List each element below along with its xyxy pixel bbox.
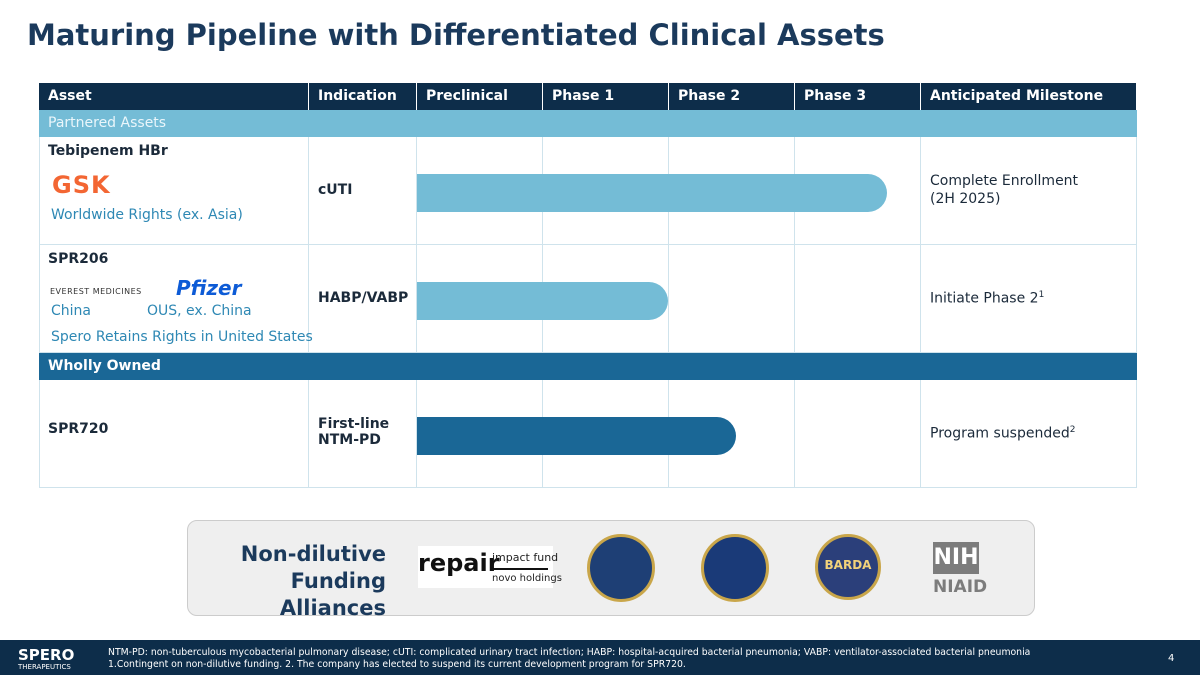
partner-logo: EVEREST MEDICINES bbox=[50, 287, 142, 296]
table-cell bbox=[795, 245, 921, 353]
brand: SPERO bbox=[18, 646, 75, 664]
brand-sub: THERAPEUTICS bbox=[18, 663, 71, 671]
rule bbox=[492, 568, 548, 570]
table-cell bbox=[921, 137, 1137, 245]
indication: HABP/VABP bbox=[318, 290, 409, 306]
asset-name: SPR206 bbox=[48, 251, 109, 267]
section-label: Partnered Assets bbox=[39, 110, 1137, 137]
milestone: Program suspended2 bbox=[930, 425, 1076, 442]
footnote-ref: 1 bbox=[1038, 290, 1045, 300]
table-cell bbox=[39, 380, 309, 488]
pipeline-bar bbox=[417, 282, 668, 320]
header-cell: Phase 3 bbox=[795, 83, 920, 110]
table-cell bbox=[669, 245, 795, 353]
funding-title: Non-dilutive Funding Alliances bbox=[240, 542, 386, 620]
section-label: Wholly Owned bbox=[39, 353, 1137, 380]
dtra-seal bbox=[701, 534, 769, 602]
table-cell bbox=[309, 137, 417, 245]
table-cell bbox=[921, 245, 1137, 353]
asset-name: SPR720 bbox=[48, 421, 109, 437]
milestone: Complete Enrollment bbox=[930, 173, 1079, 189]
rights: Spero Retains Rights in United States bbox=[51, 329, 313, 345]
table-cell bbox=[921, 380, 1137, 488]
table-cell bbox=[309, 380, 417, 488]
dod-seal bbox=[587, 534, 655, 602]
footnote-ref: 2 bbox=[1069, 425, 1076, 435]
rights: Worldwide Rights (ex. Asia) bbox=[51, 207, 243, 223]
header-cell: Phase 2 bbox=[669, 83, 794, 110]
barda-seal bbox=[815, 534, 881, 600]
indication: cUTI bbox=[318, 182, 353, 198]
logo-text: BARDA bbox=[824, 558, 872, 572]
table-cell bbox=[39, 245, 309, 353]
footnote: 1.Contingent on non-dilutive funding. 2.… bbox=[108, 659, 686, 670]
pipeline-bar bbox=[417, 417, 736, 455]
indication: First-line NTM-PD bbox=[318, 416, 390, 448]
milestone: Initiate Phase 21 bbox=[930, 290, 1045, 307]
rights: China bbox=[51, 303, 91, 319]
footer bbox=[0, 640, 1200, 675]
table-cell bbox=[795, 137, 921, 245]
logo-text: NIAID bbox=[933, 577, 988, 597]
partner-logo: GSK bbox=[52, 171, 111, 199]
table-cell bbox=[795, 380, 921, 488]
asset-name: Tebipenem HBr bbox=[48, 143, 168, 159]
page-number: 4 bbox=[1168, 653, 1175, 664]
table-cell bbox=[39, 137, 309, 245]
title: Maturing Pipeline with Differentiated Cl… bbox=[27, 18, 885, 52]
logo-text: novo holdings bbox=[492, 573, 562, 584]
header-cell: Indication bbox=[309, 83, 416, 110]
header-cell: Phase 1 bbox=[543, 83, 668, 110]
logo-text: impact fund bbox=[492, 551, 559, 564]
table-cell bbox=[669, 380, 795, 488]
pipeline-bar bbox=[417, 174, 887, 212]
table-cell bbox=[543, 245, 669, 353]
repair-logo bbox=[418, 546, 553, 588]
table-cell bbox=[309, 245, 417, 353]
header-cell: Preclinical bbox=[417, 83, 542, 110]
partner-logo: Pfizer bbox=[176, 276, 242, 300]
rights: OUS, ex. China bbox=[147, 303, 252, 319]
milestone: (2H 2025) bbox=[930, 191, 1001, 207]
logo-text: repair bbox=[418, 549, 500, 577]
header-cell: Anticipated Milestone bbox=[921, 83, 1136, 110]
header-cell: Asset bbox=[39, 83, 308, 110]
footnote: NTM-PD: non-tuberculous mycobacterial pu… bbox=[108, 647, 1031, 658]
nih-logo: NIH bbox=[933, 542, 979, 574]
